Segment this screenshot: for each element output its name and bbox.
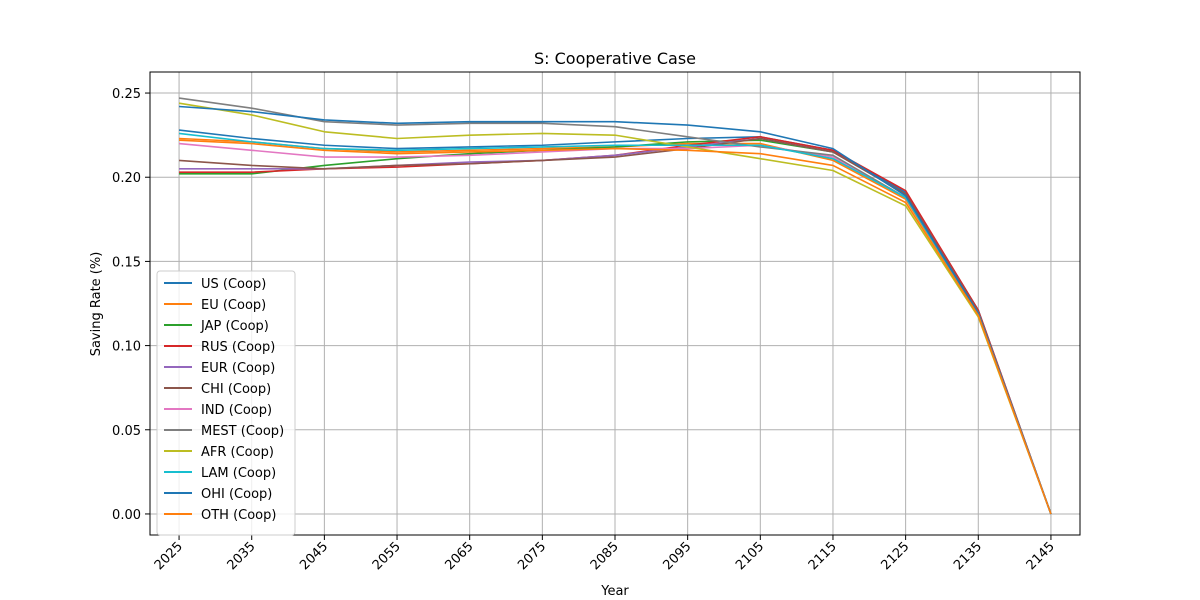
x-tick-label: 2055 xyxy=(370,539,404,573)
x-tick-label: 2105 xyxy=(733,539,767,573)
y-tick-label: 0.10 xyxy=(112,340,141,355)
legend: US (Coop) EU (Coop) JAP (Coop) RUS (Coop) EU… xyxy=(156,270,296,536)
legend-label-eur: EUR (Coop) xyxy=(201,361,275,376)
legend-label-oth: OTH (Coop) xyxy=(201,508,276,523)
y-tick-label: 0.00 xyxy=(112,508,141,523)
legend-label-us: US (Coop) xyxy=(201,277,266,292)
x-tick-label: 2125 xyxy=(878,539,912,573)
y-axis-label: Saving Rate (%) xyxy=(89,252,104,357)
legend-box xyxy=(156,270,296,536)
y-tick-label: 0.15 xyxy=(112,255,141,270)
series-line-ohi xyxy=(179,105,1052,515)
x-tick-label: 2035 xyxy=(225,539,259,573)
series-line-oth xyxy=(179,139,1052,515)
y-axis: 0.00 0.05 0.10 0.15 0.20 0.25 xyxy=(112,87,150,523)
chart-title: S: Cooperative Case xyxy=(534,49,696,68)
legend-label-afr: AFR (Coop) xyxy=(201,445,274,460)
x-tick-label: 2095 xyxy=(660,539,694,573)
x-tick-label: 2075 xyxy=(515,539,549,573)
y-tick-label: 0.05 xyxy=(112,424,141,439)
legend-label-rus: RUS (Coop) xyxy=(201,340,275,355)
legend-label-lam: LAM (Coop) xyxy=(201,466,276,481)
legend-label-jap: JAP (Coop) xyxy=(200,319,269,334)
x-tick-label: 2065 xyxy=(443,539,477,573)
y-tick-label: 0.25 xyxy=(112,87,141,102)
x-tick-label: 2145 xyxy=(1024,539,1058,573)
series-line-us xyxy=(178,129,1052,515)
x-tick-label: 2135 xyxy=(951,539,985,573)
series-line-lam xyxy=(178,132,1052,515)
legend-label-mest: MEST (Coop) xyxy=(201,424,284,439)
series-line-chi xyxy=(179,137,1052,515)
legend-label-chi: CHI (Coop) xyxy=(201,382,271,397)
x-axis: 2025 2035 2045 2055 2065 2075 2085 2095 2105 2115… xyxy=(152,535,1058,573)
legend-label-ind: IND (Coop) xyxy=(201,403,272,418)
series-line-afr xyxy=(178,102,1052,515)
legend-label-ohi: OHI (Coop) xyxy=(201,487,272,502)
y-tick-label: 0.20 xyxy=(112,171,141,186)
x-tick-label: 2115 xyxy=(806,539,840,573)
x-tick-label: 2085 xyxy=(588,539,622,573)
x-axis-label: Year xyxy=(600,584,629,599)
x-tick-label: 2025 xyxy=(152,539,186,573)
legend-label-eu: EU (Coop) xyxy=(201,298,266,313)
series-layer xyxy=(178,97,1052,515)
x-tick-label: 2045 xyxy=(297,539,331,573)
